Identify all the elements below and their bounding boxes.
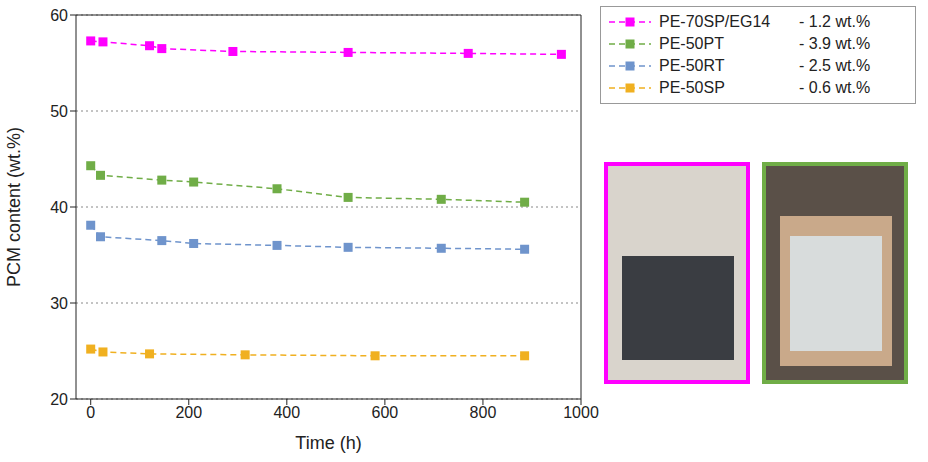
html-text:- 1.2 wt.%: - 1.2 wt.% bbox=[799, 13, 871, 30]
html-text:- 3.9 wt.%: - 3.9 wt.% bbox=[799, 35, 871, 52]
svg-text:PCM content (wt.%): PCM content (wt.%) bbox=[4, 127, 24, 287]
svg-text:0: 0 bbox=[86, 404, 95, 421]
svg-text:40: 40 bbox=[50, 199, 68, 216]
html-text:PE-50PT: PE-50PT bbox=[659, 35, 724, 52]
svg-text:50: 50 bbox=[50, 103, 68, 120]
html-text:PE-70SP/EG14: PE-70SP/EG14 bbox=[659, 13, 771, 30]
html-text:- 0.6 wt.%: - 0.6 wt.% bbox=[799, 79, 871, 96]
svg-text:20: 20 bbox=[50, 391, 68, 408]
html-text:PE-50RT: PE-50RT bbox=[659, 57, 725, 74]
svg-text:60: 60 bbox=[50, 7, 68, 24]
svg-text:600: 600 bbox=[372, 404, 399, 421]
html-text:PE-50SP: PE-50SP bbox=[659, 79, 725, 96]
html-text:- 2.5 wt.%: - 2.5 wt.% bbox=[799, 57, 871, 74]
svg-text:400: 400 bbox=[273, 404, 300, 421]
svg-text:1000: 1000 bbox=[563, 404, 599, 421]
svg-text:200: 200 bbox=[175, 404, 202, 421]
svg-text:Time (h): Time (h) bbox=[295, 433, 361, 453]
svg-text:800: 800 bbox=[470, 404, 497, 421]
svg-text:30: 30 bbox=[50, 295, 68, 312]
